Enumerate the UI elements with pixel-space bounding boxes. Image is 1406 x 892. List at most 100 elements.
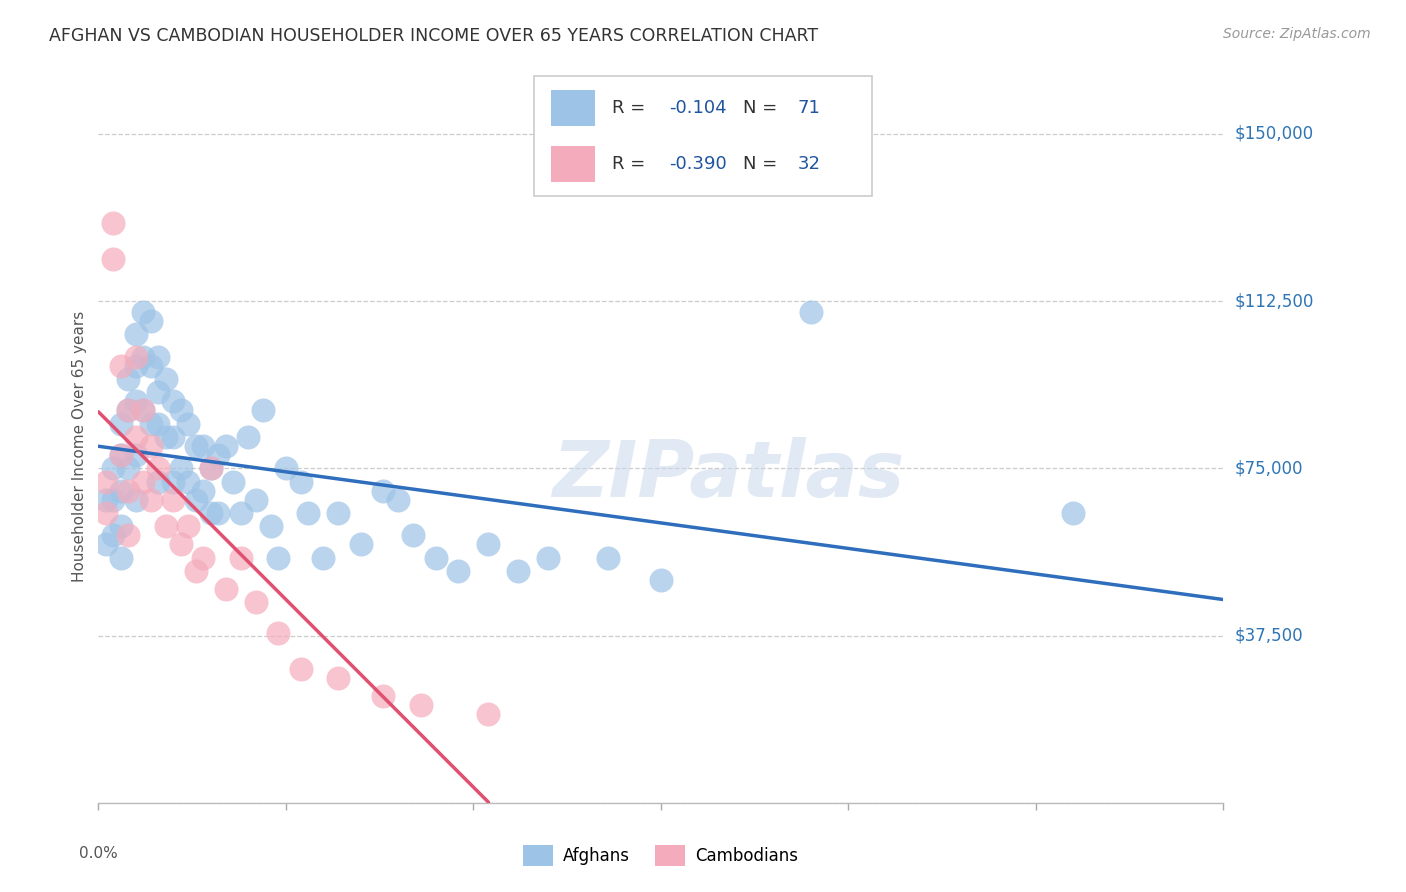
Point [328, 506, 350, 520]
Point [537, 550, 560, 565]
Point [162, 430, 184, 444]
Point [110, 417, 132, 431]
Point [387, 492, 409, 507]
Text: AFGHAN VS CAMBODIAN HOUSEHOLDER INCOME OVER 65 YEARS CORRELATION CHART: AFGHAN VS CAMBODIAN HOUSEHOLDER INCOME O… [49, 27, 818, 45]
Point [200, 506, 222, 520]
Point [110, 448, 132, 462]
Text: 71: 71 [797, 99, 820, 118]
Text: ZIPatlas: ZIPatlas [553, 436, 904, 513]
Text: 32: 32 [797, 154, 821, 173]
Point [162, 475, 184, 489]
Point [117, 403, 139, 417]
Point [215, 582, 238, 596]
Point [297, 506, 319, 520]
Text: 0.0%: 0.0% [79, 846, 118, 861]
Point [103, 528, 125, 542]
Point [215, 439, 238, 453]
Point [447, 564, 470, 578]
Point [252, 403, 274, 417]
Point [148, 475, 170, 489]
Point [222, 475, 245, 489]
Text: -0.390: -0.390 [669, 154, 727, 173]
Point [238, 430, 260, 444]
Point [508, 564, 530, 578]
Point [274, 461, 297, 475]
Point [139, 439, 162, 453]
Point [132, 475, 155, 489]
Point [132, 305, 155, 319]
Point [110, 550, 132, 565]
Point [125, 327, 148, 342]
Point [117, 372, 139, 386]
Point [125, 350, 148, 364]
Point [598, 550, 620, 565]
Point [139, 314, 162, 328]
FancyBboxPatch shape [534, 76, 872, 196]
Point [125, 492, 148, 507]
Y-axis label: Householder Income Over 65 years: Householder Income Over 65 years [72, 310, 87, 582]
Point [139, 417, 162, 431]
Point [170, 537, 193, 551]
Point [103, 252, 125, 266]
Point [103, 492, 125, 507]
Point [402, 528, 425, 542]
Legend: Afghans, Cambodians: Afghans, Cambodians [523, 846, 799, 866]
Point [148, 385, 170, 400]
Point [117, 528, 139, 542]
Text: R =: R = [612, 154, 651, 173]
Point [177, 519, 200, 533]
Point [200, 461, 222, 475]
Point [229, 550, 252, 565]
Point [207, 506, 229, 520]
Point [125, 448, 148, 462]
Point [800, 305, 823, 319]
Point [425, 550, 447, 565]
Point [290, 662, 312, 676]
Point [312, 550, 335, 565]
Text: $37,500: $37,500 [1234, 626, 1303, 645]
Point [148, 417, 170, 431]
Point [155, 519, 177, 533]
Point [155, 430, 177, 444]
Point [125, 359, 148, 373]
Point [373, 689, 395, 703]
Point [103, 461, 125, 475]
Point [650, 573, 672, 587]
Point [200, 461, 222, 475]
Point [132, 403, 155, 417]
Point [132, 350, 155, 364]
Point [177, 475, 200, 489]
Text: R =: R = [612, 99, 651, 118]
Point [260, 519, 283, 533]
Text: N =: N = [744, 99, 783, 118]
Point [162, 394, 184, 409]
Point [117, 403, 139, 417]
Point [94, 475, 117, 489]
Point [328, 671, 350, 685]
Point [139, 492, 162, 507]
Point [94, 492, 117, 507]
Point [117, 483, 139, 498]
Point [117, 461, 139, 475]
Text: $112,500: $112,500 [1234, 292, 1313, 310]
Point [409, 698, 432, 712]
Point [184, 492, 207, 507]
Text: $75,000: $75,000 [1234, 459, 1303, 477]
Point [193, 483, 215, 498]
Point [155, 372, 177, 386]
Point [193, 439, 215, 453]
Point [125, 430, 148, 444]
Text: -0.104: -0.104 [669, 99, 727, 118]
FancyBboxPatch shape [551, 145, 595, 182]
Point [193, 550, 215, 565]
Point [245, 595, 267, 609]
Point [139, 359, 162, 373]
Point [477, 537, 499, 551]
Point [184, 439, 207, 453]
Text: Source: ZipAtlas.com: Source: ZipAtlas.com [1223, 27, 1371, 41]
Point [162, 492, 184, 507]
FancyBboxPatch shape [551, 90, 595, 127]
Point [110, 483, 132, 498]
Point [373, 483, 395, 498]
Point [184, 564, 207, 578]
